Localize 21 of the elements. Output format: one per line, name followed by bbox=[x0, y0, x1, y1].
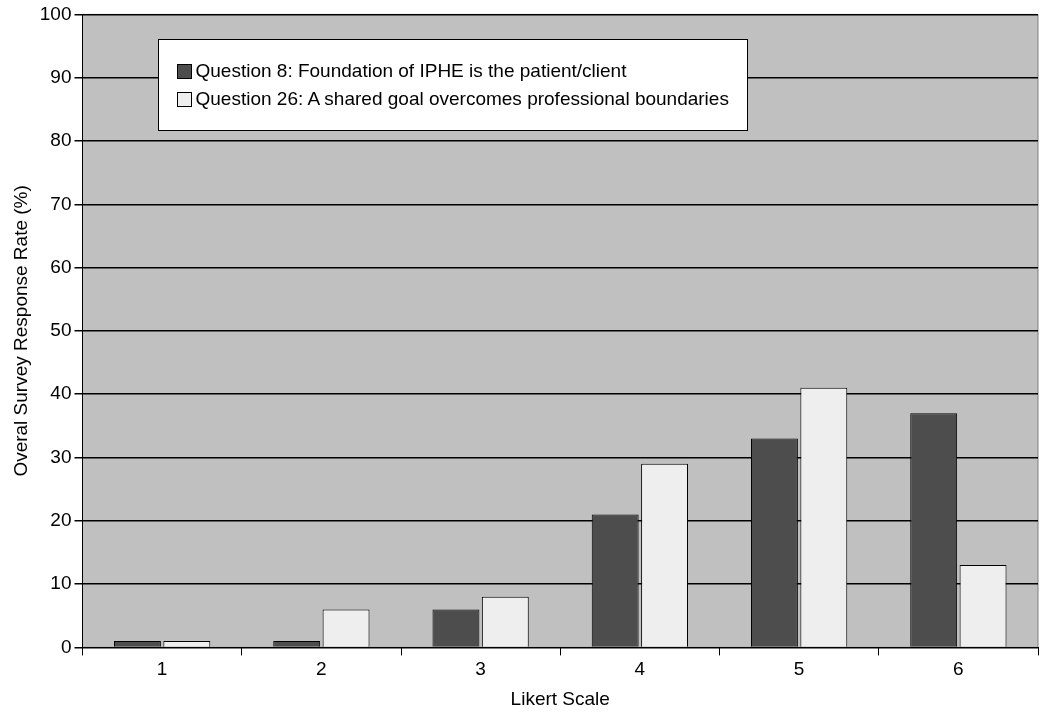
y-tick-label: 90 bbox=[50, 65, 72, 87]
y-tick-label: 30 bbox=[50, 445, 72, 467]
x-tick-label: 5 bbox=[793, 658, 805, 680]
y-tick-label: 70 bbox=[50, 192, 72, 214]
y-tick-label: 0 bbox=[60, 635, 72, 657]
x-tick-label: 3 bbox=[475, 658, 486, 680]
y-tick-label: 40 bbox=[50, 382, 72, 404]
x-tick-label: 6 bbox=[953, 658, 964, 680]
x-tick-label: 2 bbox=[316, 658, 327, 680]
legend-label: Question 26: A shared goal overcomes professional boundaries bbox=[195, 88, 729, 111]
y-tick-label: 20 bbox=[50, 509, 72, 531]
y-axis-title: Overal Survey Response Rate (%) bbox=[9, 185, 31, 477]
y-tick-label: 50 bbox=[50, 319, 72, 341]
y-tick-label: 60 bbox=[50, 255, 72, 277]
y-tick-label: 80 bbox=[50, 129, 72, 151]
x-tick-label: 1 bbox=[156, 658, 168, 680]
x-axis-title: Likert Scale bbox=[510, 687, 610, 709]
x-tick-label: 4 bbox=[634, 658, 646, 680]
legend-label: Question 8: Foundation of IPHE is the patient/client bbox=[195, 60, 627, 83]
y-tick-label: 10 bbox=[50, 572, 72, 594]
y-tick-label: 100 bbox=[39, 2, 72, 24]
